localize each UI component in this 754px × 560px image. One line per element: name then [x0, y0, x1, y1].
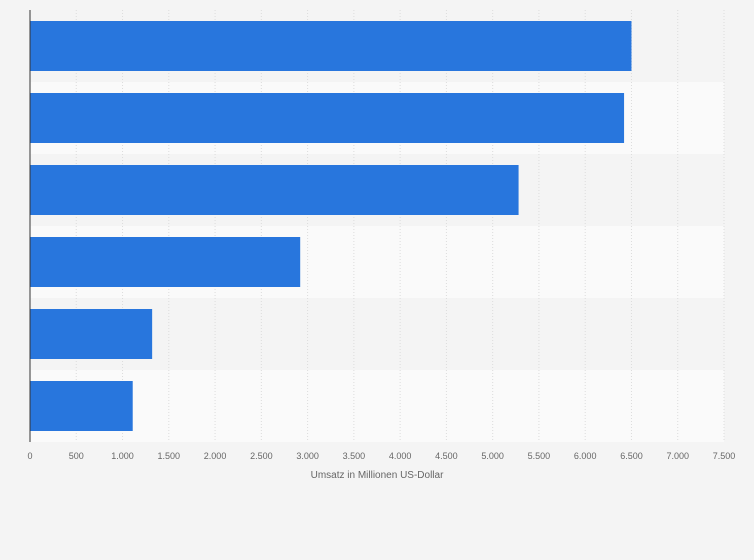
x-tick-label: 500 — [69, 451, 84, 461]
bars — [30, 21, 632, 431]
row-band — [30, 370, 724, 442]
grid-lines — [75, 10, 725, 442]
x-tick-labels: 0 500 1.000 1.500 2.000 2.500 3.000 3.500 4.000 4… — [27, 451, 735, 461]
x-tick-label: 6.000 — [574, 451, 597, 461]
bar[interactable] — [30, 381, 133, 431]
x-axis-label: Umsatz in Millionen US-Dollar — [311, 470, 444, 481]
x-tick-label: 6.500 — [620, 451, 643, 461]
x-tick-label: 1.000 — [111, 451, 134, 461]
x-tick-label: 4.000 — [389, 451, 412, 461]
x-tick-label: 0 — [27, 451, 32, 461]
x-tick-label: 7.500 — [713, 451, 736, 461]
x-tick-label: 5.500 — [528, 451, 551, 461]
x-tick-label: 3.000 — [296, 451, 319, 461]
x-tick-label: 1.500 — [158, 451, 181, 461]
x-tick-label: 3.500 — [343, 451, 366, 461]
x-tick-label: 2.000 — [204, 451, 227, 461]
x-tick-label: 4.500 — [435, 451, 458, 461]
bar[interactable] — [30, 93, 625, 143]
bar[interactable] — [30, 165, 519, 215]
bar[interactable] — [30, 309, 153, 359]
row-bands — [30, 10, 724, 442]
bar[interactable] — [30, 21, 632, 71]
x-tick-label: 2.500 — [250, 451, 273, 461]
x-tick-label: 7.000 — [666, 451, 689, 461]
bar[interactable] — [30, 237, 301, 287]
x-tick-label: 5.000 — [481, 451, 504, 461]
